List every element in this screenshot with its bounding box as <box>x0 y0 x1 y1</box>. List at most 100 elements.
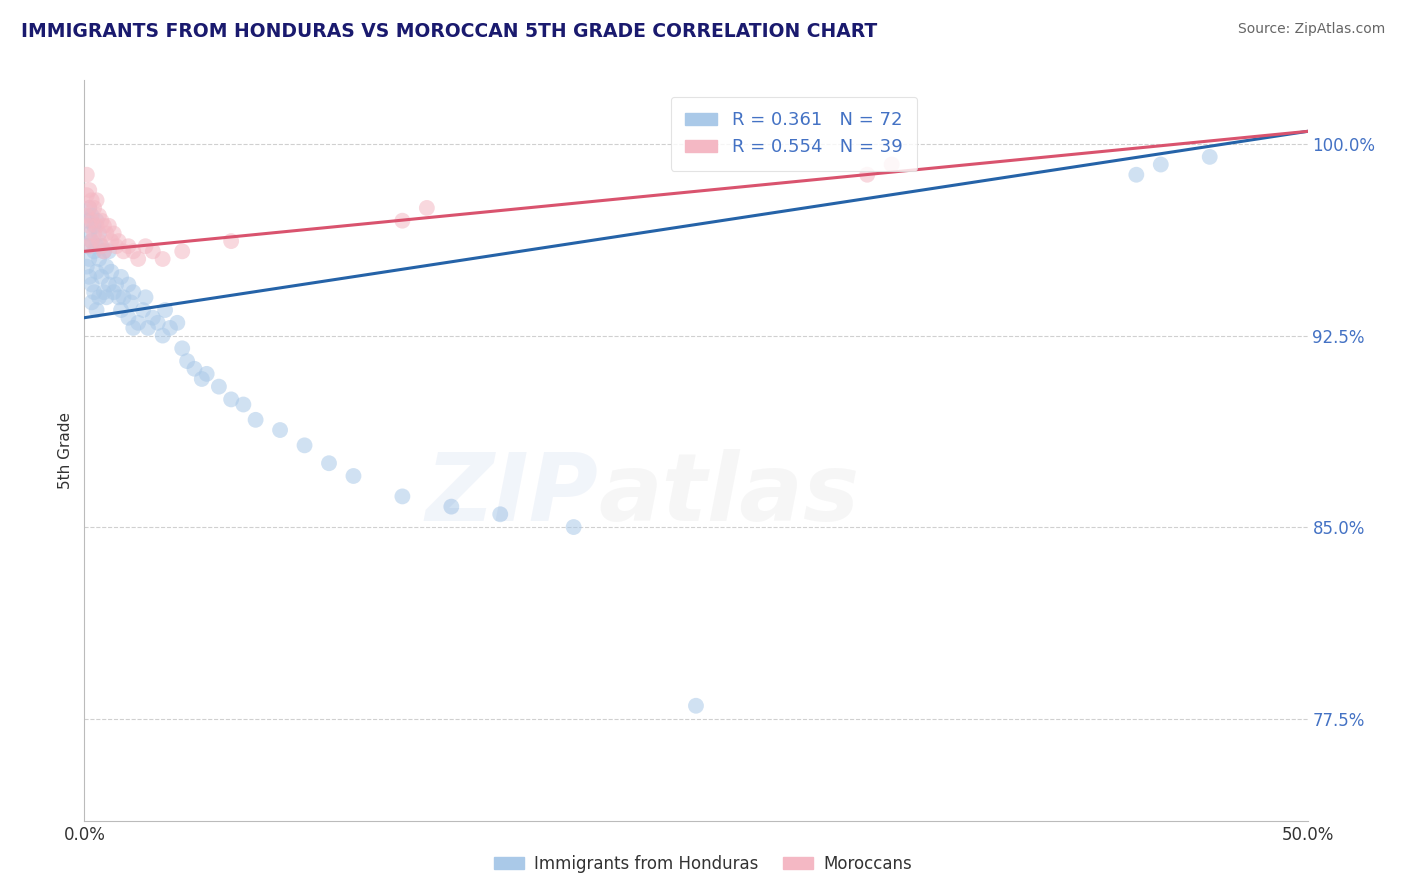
Point <box>152 252 174 266</box>
Point <box>77 201 100 215</box>
Point <box>440 500 463 514</box>
Point <box>136 321 159 335</box>
Point <box>105 277 128 292</box>
Point <box>219 234 242 248</box>
Point <box>93 285 115 300</box>
Text: atlas: atlas <box>598 449 859 541</box>
Point <box>122 244 145 259</box>
Point <box>90 239 112 253</box>
Point <box>117 277 139 292</box>
Point <box>342 469 364 483</box>
Point <box>159 321 181 335</box>
Point <box>77 183 100 197</box>
Point <box>87 234 110 248</box>
Point <box>112 290 135 304</box>
Point <box>76 209 98 223</box>
Point <box>107 234 129 248</box>
Point <box>110 303 132 318</box>
Point <box>87 209 110 223</box>
Point <box>142 310 165 325</box>
Point <box>97 219 120 233</box>
Point <box>120 295 142 310</box>
Point <box>93 244 115 259</box>
Point <box>76 260 98 274</box>
Point <box>195 367 218 381</box>
Point <box>562 520 585 534</box>
Text: IMMIGRANTS FROM HONDURAS VS MOROCCAN 5TH GRADE CORRELATION CHART: IMMIGRANTS FROM HONDURAS VS MOROCCAN 5TH… <box>21 22 877 41</box>
Point <box>232 397 254 411</box>
Point <box>86 194 108 208</box>
Point <box>80 234 103 248</box>
Point <box>489 508 512 522</box>
Point <box>100 265 122 279</box>
Text: Source: ZipAtlas.com: Source: ZipAtlas.com <box>1237 22 1385 37</box>
Point <box>90 213 112 227</box>
Text: ZIP: ZIP <box>425 449 598 541</box>
Point <box>122 285 145 300</box>
Point <box>83 227 105 241</box>
Point <box>391 213 413 227</box>
Point <box>110 269 132 284</box>
Point <box>87 290 110 304</box>
Point <box>146 316 169 330</box>
Point <box>77 269 100 284</box>
Point <box>87 252 110 266</box>
Point <box>77 227 100 241</box>
Point <box>112 244 135 259</box>
Point <box>1150 157 1173 171</box>
Point <box>80 277 103 292</box>
Point <box>100 234 122 248</box>
Point <box>142 244 165 259</box>
Point <box>135 290 157 304</box>
Point <box>86 219 108 233</box>
Point <box>86 265 108 279</box>
Point <box>96 260 118 274</box>
Point <box>80 209 103 223</box>
Point <box>96 290 118 304</box>
Point <box>105 239 128 253</box>
Point <box>86 239 108 253</box>
Point <box>166 316 188 330</box>
Point <box>1198 150 1220 164</box>
Point <box>127 252 149 266</box>
Point <box>135 239 157 253</box>
Point <box>77 201 100 215</box>
Y-axis label: 5th Grade: 5th Grade <box>58 412 73 489</box>
Point <box>269 423 291 437</box>
Point <box>172 342 194 356</box>
Point <box>83 201 105 215</box>
Point <box>80 194 103 208</box>
Point <box>76 188 98 202</box>
Point <box>176 354 198 368</box>
Point <box>127 316 149 330</box>
Point <box>77 252 100 266</box>
Point <box>90 269 112 284</box>
Point <box>80 295 103 310</box>
Legend: Immigrants from Honduras, Moroccans: Immigrants from Honduras, Moroccans <box>488 848 918 880</box>
Point <box>83 285 105 300</box>
Point <box>880 157 903 171</box>
Point <box>77 239 100 253</box>
Legend: R = 0.361   N = 72, R = 0.554   N = 39: R = 0.361 N = 72, R = 0.554 N = 39 <box>671 96 917 170</box>
Point <box>117 239 139 253</box>
Point <box>191 372 214 386</box>
Point <box>152 328 174 343</box>
Point <box>97 277 120 292</box>
Point <box>83 219 105 233</box>
Point <box>103 285 125 300</box>
Point <box>80 213 103 227</box>
Point <box>86 303 108 318</box>
Point <box>294 438 316 452</box>
Point <box>208 379 231 393</box>
Point <box>107 290 129 304</box>
Point <box>172 244 194 259</box>
Point <box>97 244 120 259</box>
Point <box>318 456 340 470</box>
Point <box>183 361 205 376</box>
Point <box>122 321 145 335</box>
Point <box>80 234 103 248</box>
Point <box>685 698 707 713</box>
Point <box>76 168 98 182</box>
Point <box>86 213 108 227</box>
Point <box>103 227 125 241</box>
